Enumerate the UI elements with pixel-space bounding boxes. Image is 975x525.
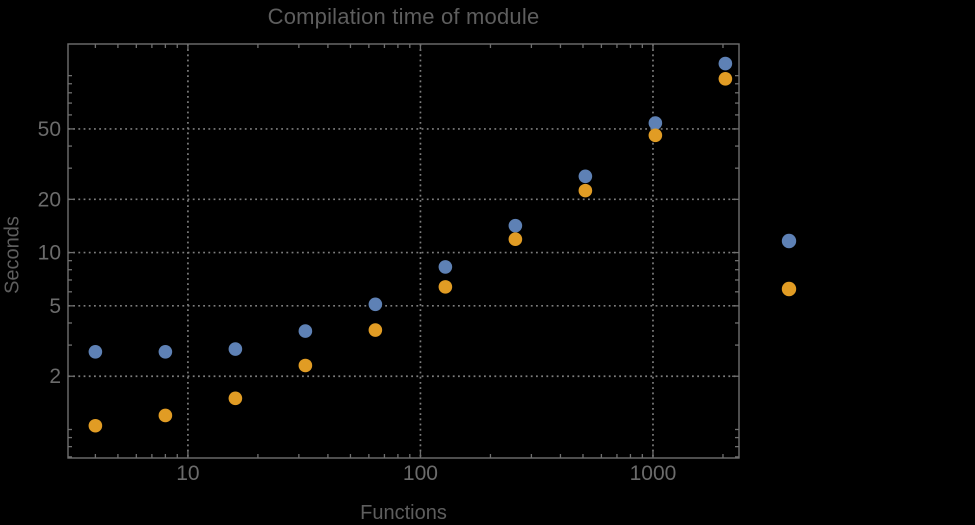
data-point-series-2-x1024: [648, 128, 663, 143]
data-point-series-1-x32: [298, 324, 313, 338]
x-tick-label-1000: 1000: [630, 462, 677, 485]
legend-marker-series-2: [781, 281, 797, 297]
data-point-series-1-x8: [158, 344, 173, 359]
y-axis-label: Seconds: [1, 216, 24, 294]
y-tick-label-20: 20: [38, 188, 61, 211]
data-point-series-1-x64: [368, 297, 383, 312]
y-tick-label-5: 5: [49, 295, 61, 318]
data-point-series-1-x256: [508, 218, 523, 233]
data-point-series-2-x256: [508, 232, 523, 247]
data-point-series-1-x4: [88, 344, 103, 359]
y-tick-label-10: 10: [38, 242, 61, 265]
data-point-series-2-x2048: [718, 71, 733, 86]
data-point-series-1-x16: [228, 342, 243, 356]
data-point-series-1-x1024: [648, 116, 663, 130]
data-point-series-2-x16: [228, 391, 243, 406]
y-tick-label-50: 50: [38, 118, 61, 141]
legend-marker-series-1: [781, 233, 797, 249]
data-point-series-2-x512: [578, 183, 593, 198]
plot-frame: [67, 43, 740, 459]
x-axis-label: Functions: [360, 502, 447, 524]
data-point-series-1-x512: [578, 169, 593, 184]
data-point-series-2-x32: [298, 358, 313, 373]
y-tick-label-2: 2: [49, 365, 61, 388]
x-tick-label-10: 10: [176, 462, 199, 485]
data-point-series-1-x128: [438, 260, 453, 274]
data-point-series-2-x8: [158, 408, 173, 423]
x-tick-label-100: 100: [403, 462, 438, 485]
data-point-series-2-x4: [88, 418, 103, 433]
data-point-series-1-x2048: [718, 56, 733, 71]
data-point-series-2-x64: [368, 323, 383, 337]
chart-title: Compilation time of module: [267, 4, 540, 29]
data-point-series-2-x128: [438, 280, 453, 294]
